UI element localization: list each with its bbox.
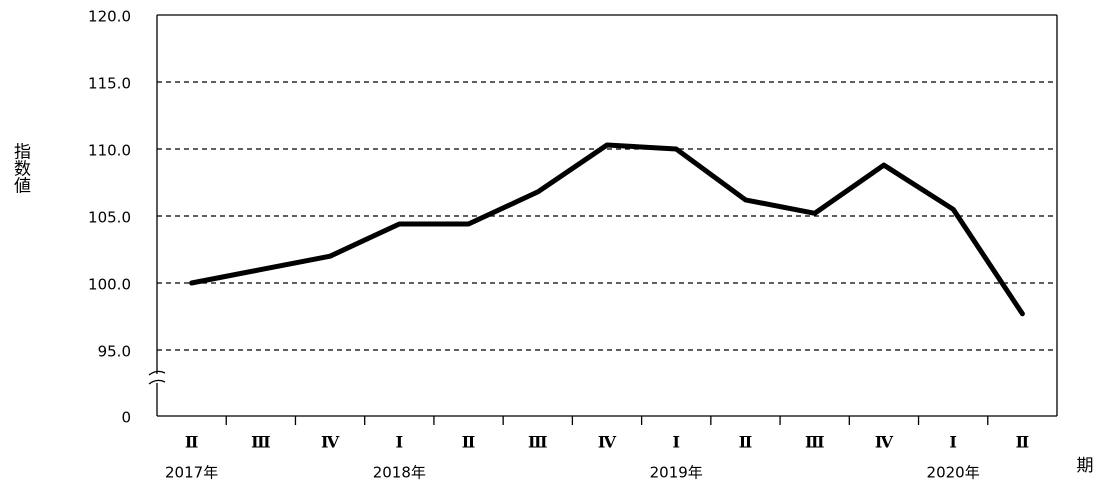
x-tick-label: Ⅱ [1016, 433, 1029, 452]
axis-break [148, 370, 166, 376]
year-label: 2020年 [927, 464, 980, 482]
x-tick-label: Ⅰ [949, 433, 956, 452]
y-tick-label: 115.0 [88, 75, 131, 93]
x-tick-label: Ⅰ [672, 433, 679, 452]
x-tick-label: Ⅳ [321, 433, 340, 452]
x-tick-label: Ⅱ [739, 433, 752, 452]
y-tick-label: 100.0 [88, 276, 131, 294]
data-line [189, 142, 1025, 317]
x-tick-label: Ⅱ [462, 433, 475, 452]
y-axis-label: 指数値 [10, 142, 31, 193]
x-tick-label: Ⅱ [185, 433, 198, 452]
y-tick-label: 95.0 [98, 343, 131, 361]
y-tick-label: 105.0 [88, 209, 131, 227]
x-tick-label: Ⅰ [396, 433, 403, 452]
x-tick-label: Ⅳ [598, 433, 617, 452]
year-label: 2018年 [373, 464, 426, 482]
x-axis-label: 期 [1077, 456, 1094, 476]
y-tick-label: 120.0 [88, 8, 131, 26]
axis-break [148, 379, 166, 385]
x-tick-label: Ⅲ [528, 433, 547, 452]
x-tick-label: Ⅳ [875, 433, 894, 452]
y-tick-label: 110.0 [88, 142, 131, 160]
year-label: 2017年 [165, 464, 218, 482]
y-tick-label: 0 [121, 409, 131, 427]
year-label: 2019年 [650, 464, 703, 482]
x-tick-label: Ⅲ [251, 433, 270, 452]
x-tick-label: Ⅲ [805, 433, 824, 452]
